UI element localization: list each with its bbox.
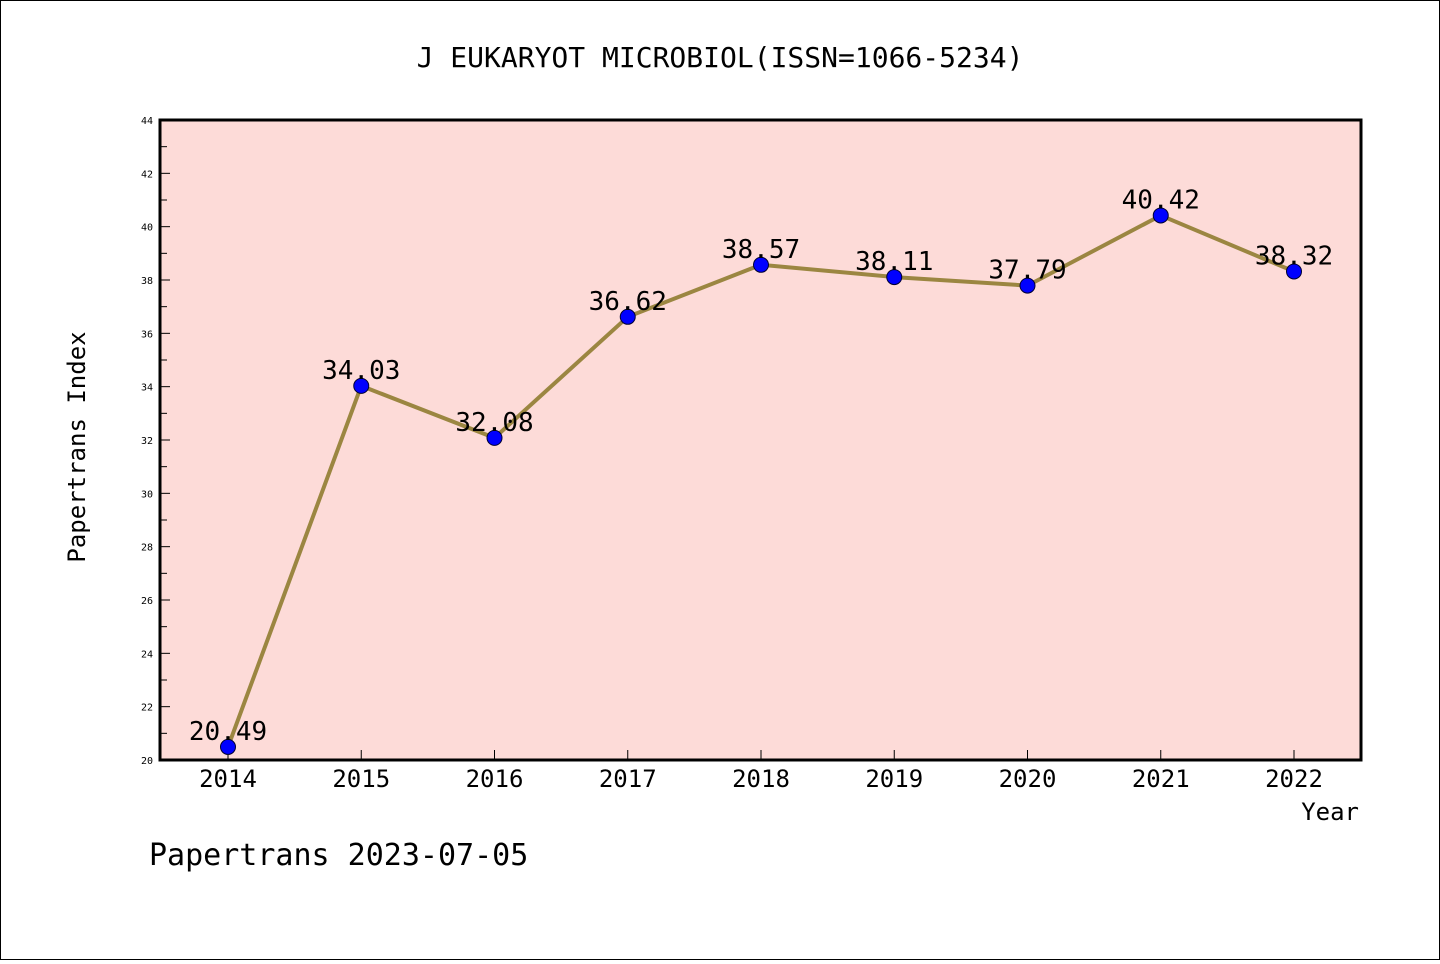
data-point (1152, 207, 1169, 224)
data-label: 32.08 (455, 408, 533, 438)
x-tick-label: 2014 (199, 765, 257, 793)
data-label: 40.42 (1122, 185, 1200, 215)
x-tick-label: 2017 (599, 765, 657, 793)
data-labels: 20.49 34.03 32.08 36.62 38.57 38.11 37.79 40.42… (189, 185, 1333, 746)
data-label: 37.79 (988, 256, 1066, 286)
data-point (353, 377, 370, 394)
y-axis-ticks: 20 22 24 26 28 30 32 34 36 38 40 42 44 (141, 116, 170, 767)
data-point (220, 738, 236, 755)
data-label: 38.11 (855, 247, 933, 277)
x-tick-label: 2018 (732, 765, 790, 793)
y-tick-label: 26 (141, 596, 153, 607)
x-tick-label: 2022 (1265, 765, 1323, 793)
y-tick-label: 28 (141, 543, 153, 554)
y-tick-label: 24 (141, 649, 153, 660)
y-axis-title: Papertrans Index (63, 331, 91, 562)
y-tick-label: 42 (141, 169, 153, 180)
data-points (220, 207, 1302, 755)
x-tick-label: 2021 (1132, 765, 1190, 793)
chart-title: J EUKARYOT MICROBIOL(ISSN=1066-5234) (417, 41, 1024, 74)
y-tick-label: 20 (141, 756, 153, 767)
x-tick-label: 2015 (332, 765, 390, 793)
data-label: 38.32 (1255, 241, 1333, 271)
data-point (753, 256, 769, 273)
data-label: 20.49 (189, 717, 267, 747)
y-tick-label: 36 (141, 329, 153, 340)
x-axis-title: Year (1301, 798, 1359, 826)
footer-credit: Papertrans 2023-07-05 (149, 838, 528, 873)
y-tick-label: 38 (141, 276, 153, 287)
data-point (486, 429, 503, 446)
y-tick-label: 30 (141, 489, 153, 500)
data-point (886, 269, 903, 286)
data-point (1019, 277, 1036, 294)
data-point (619, 308, 636, 325)
y-tick-label: 44 (141, 116, 153, 127)
x-tick-label: 2016 (466, 765, 524, 793)
x-tick-label: 2020 (999, 765, 1057, 793)
y-tick-label: 22 (141, 703, 153, 714)
data-label: 38.57 (722, 235, 800, 265)
data-point (1286, 263, 1302, 280)
y-tick-label: 34 (141, 383, 153, 394)
plot-area (158, 118, 1363, 762)
y-tick-label: 32 (141, 436, 153, 447)
y-tick-label: 40 (141, 223, 153, 234)
x-tick-label: 2019 (865, 765, 923, 793)
data-label: 34.03 (322, 356, 400, 386)
x-axis-ticks: 2014 2015 2016 2017 2018 2019 2020 2021 2022 (199, 750, 1323, 793)
data-label: 36.62 (589, 287, 667, 317)
